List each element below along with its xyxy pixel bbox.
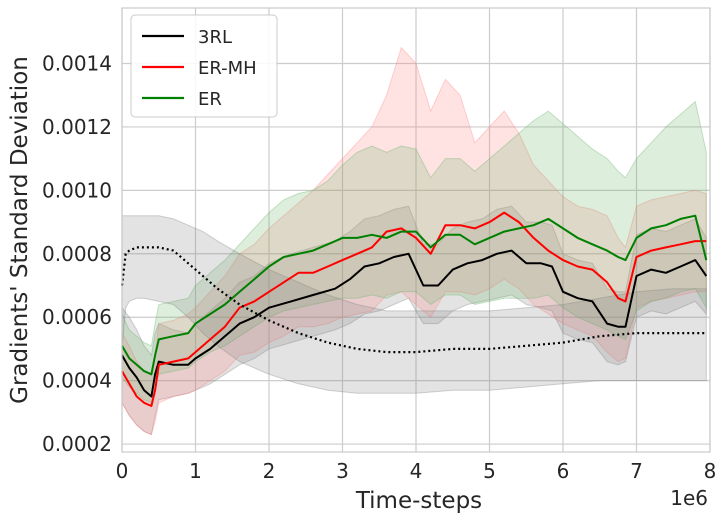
x-tick-label: 0 [116,459,129,483]
y-tick-label: 0.0010 [42,178,112,202]
y-tick-label: 0.0008 [42,242,112,266]
y-tick-label: 0.0002 [42,432,112,456]
y-axis-label: Gradients' Standard Deviation [7,56,33,404]
y-tick-labels: 0.0002 0.0004 0.0006 0.0008 0.0010 0.0012 0.00… [42,52,112,457]
y-tick-label: 0.0012 [42,115,112,139]
er-band [121,100,707,404]
3rl-line [121,249,708,398]
x-tick-label: 4 [410,459,423,483]
legend-label-er-mh: ER-MH [198,58,257,79]
x-tick-label: 2 [263,459,276,483]
er-mh-band [121,46,707,436]
confidence-bands [121,46,707,436]
x-axis-offset-label: 1e6 [670,486,708,510]
plot-frame [121,7,711,453]
x-axis-label: Time-steps [355,488,482,514]
legend-label-3rl: 3RL [198,27,232,48]
x-tick-label: 3 [336,459,349,483]
3rl-band [121,205,707,436]
baseline-dotted-line [120,246,707,354]
baseline-dotted-band [121,215,707,394]
x-tick-label: 8 [704,459,717,483]
legend-box [130,14,278,118]
x-tick-label: 1 [189,459,202,483]
legend-label-er: ER [198,89,222,110]
x-tick-label: 5 [483,459,496,483]
y-tick-label: 0.0004 [42,369,112,393]
y-tick-label: 0.0006 [42,305,112,329]
x-tick-label: 6 [557,459,570,483]
x-tick-label: 7 [630,459,643,483]
legend: 3RL ER-MH ER [130,14,278,118]
er-line [121,214,708,376]
series-lines [120,211,708,407]
y-tick-label: 0.0014 [42,52,112,76]
x-tick-labels: 0 1 2 3 4 5 6 7 8 [116,459,717,483]
er-mh-line [121,211,707,407]
